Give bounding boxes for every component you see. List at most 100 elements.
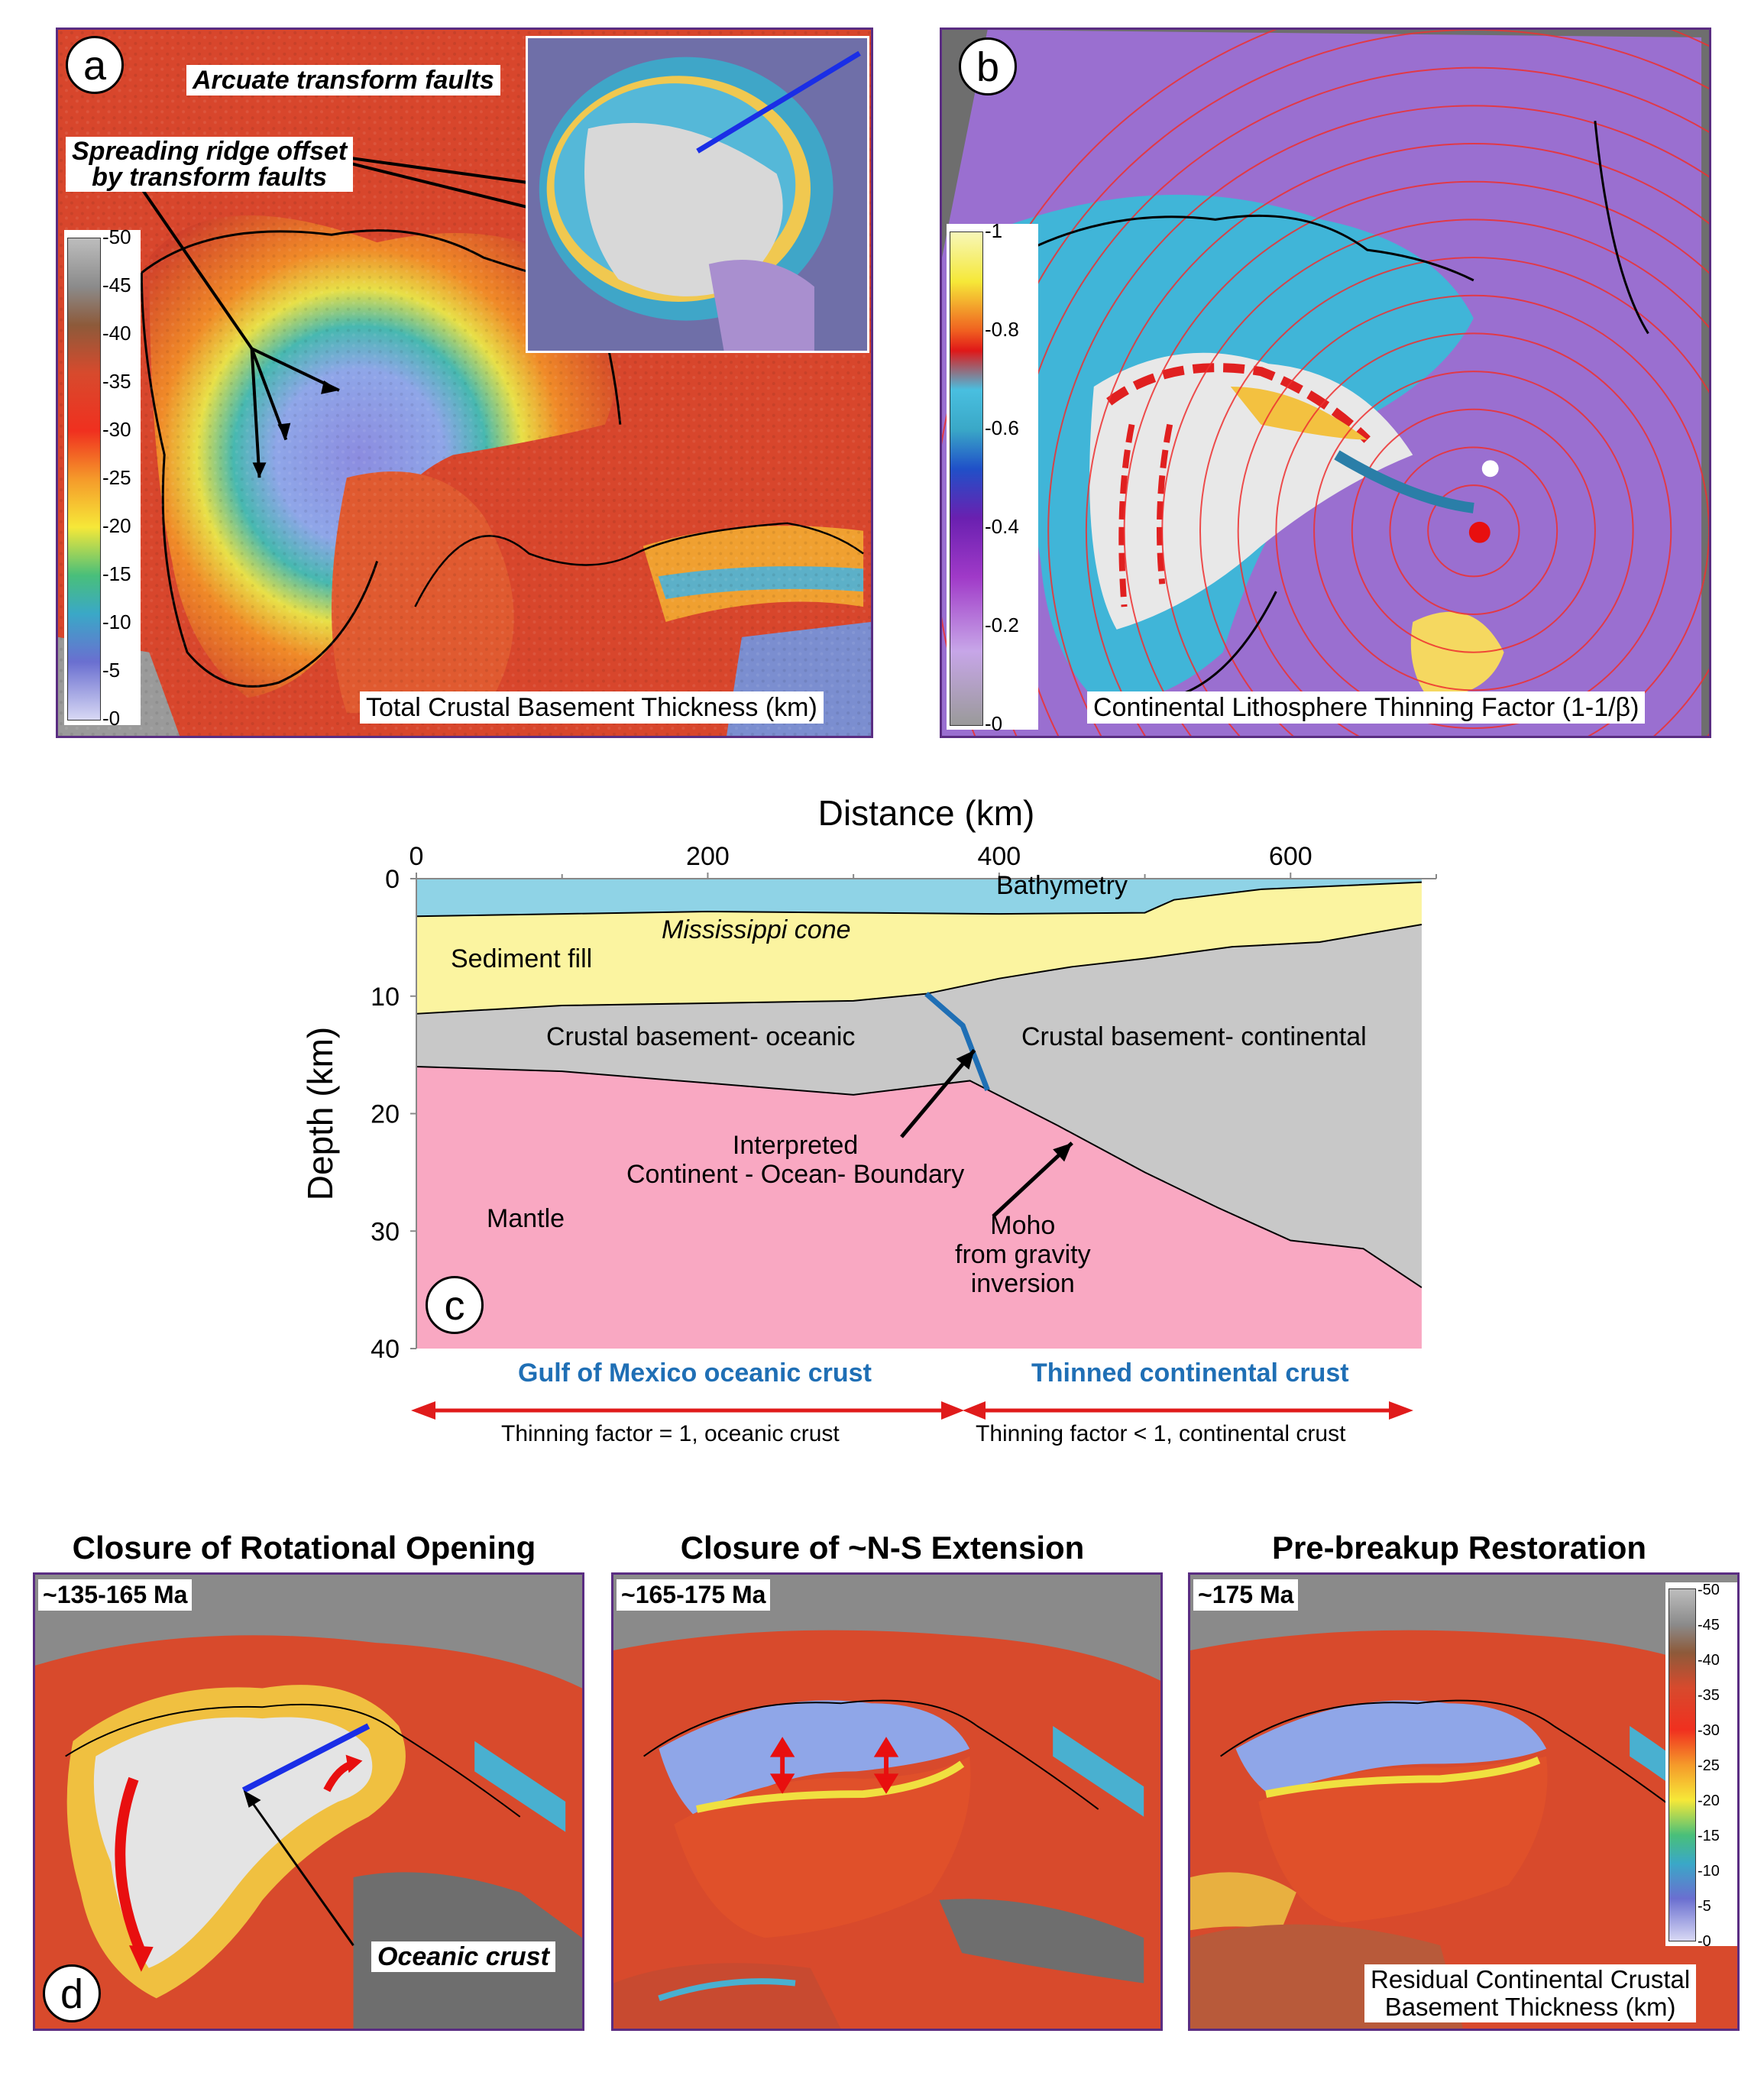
colorbar-a-tick-8: -10 bbox=[102, 610, 131, 633]
panel-d-map-3: ~175 Ma -50 -45 -40 -35 -30 -25 -20 -15 -10 -5 -0 … bbox=[1188, 1572, 1740, 2031]
y-tick-label-4: 40 bbox=[371, 1335, 400, 1364]
colorbar-a-tick-10: -0 bbox=[102, 707, 121, 730]
panel-d-title-3: Pre-breakup Restoration bbox=[1271, 1530, 1647, 1566]
panel-b-letter: b bbox=[959, 37, 1017, 96]
panel-c-letter: c bbox=[426, 1276, 484, 1334]
caption-d-line-2: Basement Thickness (km) bbox=[1384, 1993, 1676, 2021]
moho-arrow-head bbox=[1053, 1142, 1073, 1162]
colorbar-d-tick-2: -40 bbox=[1698, 1652, 1720, 1669]
inset-map bbox=[526, 36, 869, 353]
colorbar-d-tick-9: -5 bbox=[1698, 1898, 1711, 1915]
cob-arrow bbox=[900, 1048, 976, 1138]
extent-arrows bbox=[411, 1401, 1413, 1420]
annotation-moho-line-1: Moho bbox=[990, 1211, 1056, 1240]
y-tick-label-3: 30 bbox=[371, 1217, 400, 1246]
colorbar-a-tick-9: -5 bbox=[102, 659, 121, 682]
colorbar-d-tick-7: -15 bbox=[1698, 1828, 1720, 1844]
callout-spreading-line-1: Spreading ridge offset bbox=[72, 137, 348, 166]
annotation-moho: Moho from gravity inversion bbox=[955, 1211, 1091, 1298]
annotation-moho-line-2: from gravity bbox=[955, 1240, 1091, 1269]
colorbar-a-tick-4: -30 bbox=[102, 418, 131, 441]
pole-white-marker bbox=[1481, 460, 1499, 478]
continental-crust-title: Thinned continental crust bbox=[1031, 1358, 1349, 1388]
colorbar-d-tick-5: -25 bbox=[1698, 1757, 1720, 1774]
x-tick-label-0: 0 bbox=[409, 842, 424, 871]
colorbar-a-tick-2: -40 bbox=[102, 322, 131, 345]
oceanic-crust-note: Thinning factor = 1, oceanic crust bbox=[501, 1421, 840, 1446]
seafloor-line bbox=[416, 881, 1422, 918]
cob-arrow-head bbox=[956, 1050, 975, 1070]
panel-c: 0 200 400 600 0 10 20 30 40 Distance (km) Depth (k… bbox=[0, 772, 1764, 1459]
pole-red-marker bbox=[1468, 521, 1490, 543]
colorbar-b: -1 -0.8 -0.6 -0.4 -0.2 -0 bbox=[947, 219, 1038, 735]
age-label-3: ~175 Ma bbox=[1193, 1579, 1299, 1611]
colorbar-b-tick-3: -0.4 bbox=[985, 515, 1019, 538]
profile-line bbox=[696, 50, 861, 154]
colorbar-a-tick-6: -20 bbox=[102, 514, 131, 537]
layer-label-sediment-fill: Sediment fill bbox=[451, 944, 593, 973]
extension-arrows bbox=[769, 1737, 899, 1794]
cob-line bbox=[924, 992, 990, 1092]
colorbar-b-tick-2: -0.6 bbox=[985, 416, 1019, 439]
restoration-map-3 bbox=[1190, 1575, 1737, 2029]
colorbar-d-tick-10: -0 bbox=[1698, 1933, 1711, 1950]
y-tick-label-2: 20 bbox=[371, 1100, 400, 1129]
y-tick-label-1: 10 bbox=[371, 983, 400, 1012]
annotation-cob: Interpreted Continent - Ocean- Boundary bbox=[626, 1131, 964, 1189]
panel-d-letter: d bbox=[43, 1964, 101, 2022]
x-tick-label-1: 200 bbox=[686, 842, 730, 871]
cross-section-chart: 0 200 400 600 0 10 20 30 40 Distance (km) Depth (k… bbox=[300, 793, 1437, 1364]
panel-d-map-2: ~165-175 Ma bbox=[611, 1572, 1163, 2031]
colorbar-b-tick-1: -0.8 bbox=[985, 318, 1019, 341]
colorbar-b-tick-5: -0 bbox=[985, 712, 1003, 735]
colorbar-b-tick-0: -1 bbox=[985, 219, 1003, 242]
colorbar-a-tick-3: -35 bbox=[102, 370, 131, 393]
layer-label-bathymetry: Bathymetry bbox=[996, 871, 1128, 900]
moho-line bbox=[416, 1066, 1423, 1288]
colorbar-d-tick-8: -10 bbox=[1698, 1863, 1720, 1880]
continental-crust-note: Thinning factor < 1, continental crust bbox=[976, 1421, 1346, 1446]
basement-layer bbox=[416, 924, 1422, 1288]
age-label-1: ~135-165 Ma bbox=[38, 1579, 193, 1611]
callout-arcuate-transform-faults: Arcuate transform faults bbox=[186, 65, 500, 96]
panel-b: b -1 -0.8 -0.6 -0.4 -0.2 -0 Continental Litho… bbox=[940, 28, 1711, 738]
caption-b: Continental Lithosphere Thinning Factor … bbox=[1087, 691, 1646, 724]
caption-d: Residual Continental Crustal Basement Th… bbox=[1364, 1964, 1697, 2022]
layer-label-continental-basement: Crustal basement- continental bbox=[1021, 1022, 1367, 1051]
caption-d-line-1: Residual Continental Crustal bbox=[1371, 1965, 1691, 1993]
callout-spreading-line-2: by transform faults bbox=[92, 163, 328, 192]
x-tick-label-2: 400 bbox=[977, 842, 1021, 871]
colorbar-d-tick-1: -45 bbox=[1698, 1617, 1720, 1634]
y-tick-label-0: 0 bbox=[385, 865, 400, 894]
panel-d-title-1: Closure of Rotational Opening bbox=[72, 1530, 536, 1566]
colorbar-a-tick-0: -50 bbox=[102, 225, 131, 248]
y-axis-title: Depth (km) bbox=[300, 1027, 340, 1200]
colorbar-a: -50 -45 -40 -35 -30 -25 -20 -15 -10 -5 -0 bbox=[64, 225, 141, 730]
caption-a: Total Crustal Basement Thickness (km) bbox=[360, 691, 824, 724]
colorbar-d-tick-3: -35 bbox=[1698, 1687, 1720, 1704]
x-tick-label-3: 600 bbox=[1269, 842, 1312, 871]
annotation-cob-line-2: Continent - Ocean- Boundary bbox=[626, 1160, 965, 1189]
colorbar-d-tick-0: -50 bbox=[1698, 1582, 1720, 1598]
mantle-layer bbox=[416, 1067, 1422, 1349]
layer-label-oceanic-basement: Crustal basement- oceanic bbox=[546, 1022, 856, 1051]
sediment-layer bbox=[416, 882, 1422, 1014]
panel-d-title-2: Closure of ~N-S Extension bbox=[680, 1530, 1085, 1566]
thinning-factor-map bbox=[942, 30, 1709, 736]
layer-label-mississippi-cone: Mississippi cone bbox=[662, 915, 851, 944]
colorbar-b-tick-4: -0.2 bbox=[985, 614, 1019, 636]
restoration-map-2 bbox=[613, 1575, 1160, 2029]
panel-a: a Arcuate transform faults Spreading rid… bbox=[56, 28, 873, 738]
colorbar-a-tick-7: -15 bbox=[102, 562, 131, 585]
annotation-cob-line-1: Interpreted bbox=[732, 1131, 859, 1160]
panel-a-letter: a bbox=[66, 36, 124, 94]
colorbar-a-tick-1: -45 bbox=[102, 274, 131, 296]
age-label-2: ~165-175 Ma bbox=[617, 1579, 771, 1611]
colorbar-d-tick-4: -30 bbox=[1698, 1722, 1720, 1739]
callout-oceanic-crust: Oceanic crust bbox=[371, 1941, 555, 1972]
colorbar-d: -50 -45 -40 -35 -30 -25 -20 -15 -10 -5 -0 bbox=[1665, 1582, 1737, 1950]
oceanic-crust-title: Gulf of Mexico oceanic crust bbox=[518, 1358, 872, 1388]
basement-top-line bbox=[416, 923, 1423, 1015]
profile-line-d1 bbox=[241, 1723, 371, 1793]
layer-label-mantle: Mantle bbox=[487, 1204, 565, 1233]
